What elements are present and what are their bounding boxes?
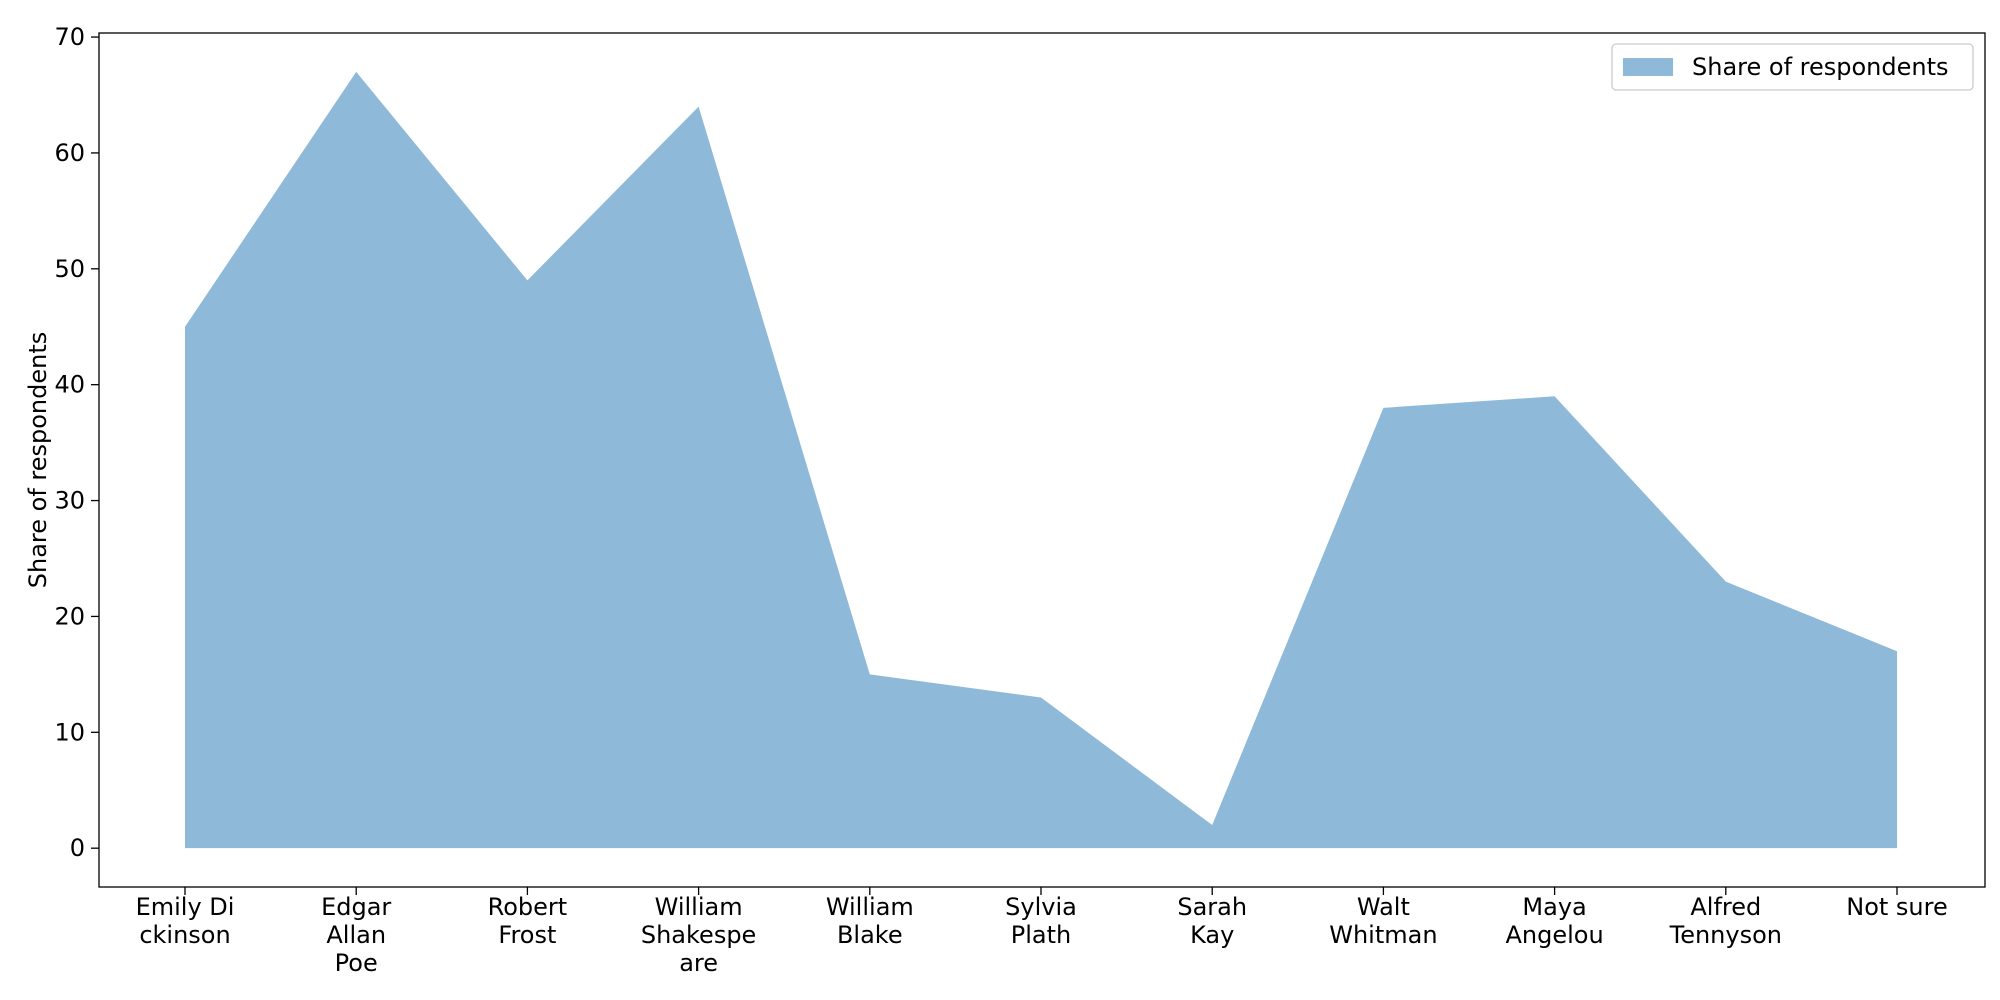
x-tick-label: Maya Angelou	[1505, 893, 1603, 949]
y-tick-label: 0	[70, 834, 85, 862]
x-axis: Emily Di ckinson Edgar Allan Poe Robert Frost W…	[136, 887, 1948, 977]
x-tick-label: William Blake	[826, 893, 914, 949]
y-tick-label: 60	[54, 139, 85, 167]
legend: Share of respondents	[1611, 43, 1974, 91]
y-tick-label: 10	[54, 718, 85, 746]
area-series-share-of-respondents	[185, 71, 1897, 849]
legend-box	[1611, 43, 1974, 91]
y-tick-label: 40	[54, 371, 85, 399]
legend-label: Share of respondents	[1692, 53, 1949, 81]
x-tick-label: Edgar Allan Poe	[321, 893, 391, 977]
x-tick-label: William Shakespe are	[641, 893, 756, 977]
y-axis-title: Share of respondents	[24, 332, 52, 589]
y-tick-label: 70	[54, 23, 85, 51]
x-tick-label: Alfred Tennyson	[1669, 893, 1782, 949]
x-tick-label: Not sure	[1846, 893, 1948, 921]
legend-swatch	[1623, 58, 1673, 76]
x-tick-label: Emily Di ckinson	[136, 893, 235, 949]
plot-frame	[98, 32, 1986, 888]
y-tick-label: 30	[54, 487, 85, 515]
y-axis: 0 10 20 30 40 50 60 70	[54, 23, 99, 862]
x-tick-label: Walt Whitman	[1329, 893, 1437, 949]
y-tick-label: 50	[54, 255, 85, 283]
x-tick-label: Sylvia Plath	[1005, 893, 1077, 949]
x-tick-label: Sarah Kay	[1177, 893, 1247, 949]
plot-area	[184, 71, 1898, 849]
y-tick-label: 20	[54, 602, 85, 630]
x-tick-label: Robert Frost	[488, 893, 568, 949]
